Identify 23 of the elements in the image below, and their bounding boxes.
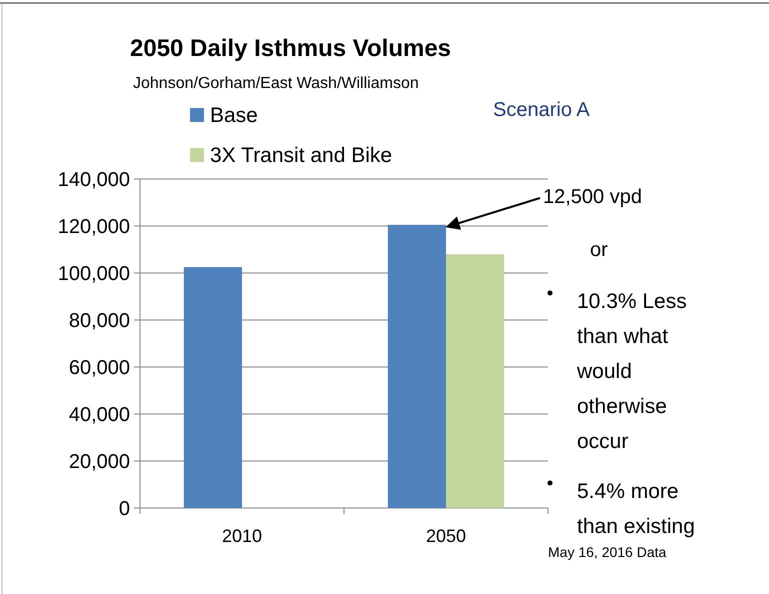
bar [388,224,446,508]
bar [184,267,242,508]
y-tick-label: 80,000 [68,310,130,332]
x-tick-label: 2050 [426,526,466,546]
y-tick-label: 120,000 [58,216,130,238]
y-tick-label: 140,000 [58,169,130,191]
text: Scenario A [493,99,590,121]
y-tick-label: 0 [118,498,130,520]
chart-title: 2050 Daily Isthmus Volumes [130,35,452,62]
text: 5.4% more than existing [577,480,695,538]
bar [446,254,504,508]
annotation: 12,500 vpd [543,186,642,208]
y-tick-label: 60,000 [68,357,130,379]
legend-label: Base [210,104,258,127]
y-tick-label: 40,000 [68,404,130,426]
text: 10.3% Less than what would otherwise occur [576,290,687,453]
legend-label: 3X Transit and Bike [210,144,392,167]
y-tick-label: 20,000 [68,451,130,473]
y-tick-label: 100,000 [58,263,130,285]
text: or [590,239,608,261]
x-tick-label: 2010 [222,526,262,546]
text: May 16, 2016 Data [548,544,667,560]
chart-subtitle: Johnson/Gorham/East Wash/Williamson [133,75,419,92]
